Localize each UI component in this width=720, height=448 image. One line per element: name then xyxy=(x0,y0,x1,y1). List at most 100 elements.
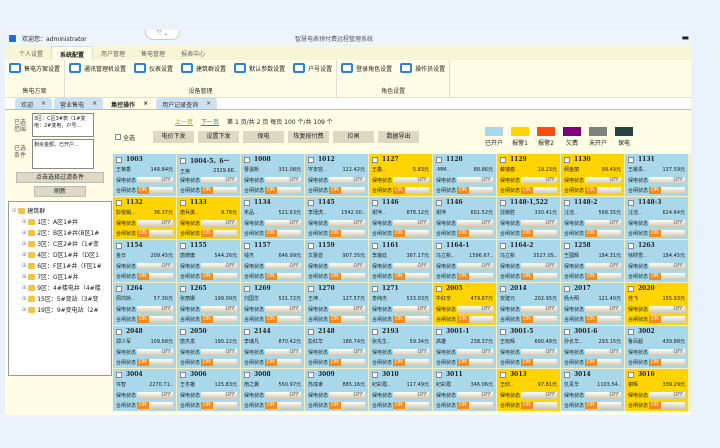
close-icon[interactable]: × xyxy=(92,100,98,107)
switch-toggle[interactable]: ON xyxy=(457,358,493,366)
card-checkbox[interactable] xyxy=(308,371,314,378)
meter-card[interactable]: 1132 彭俊娟.. 36.37元 保电状态 OFF 合闸状态 ON xyxy=(113,197,176,239)
power-toggle[interactable]: OFF xyxy=(265,348,301,356)
menu-tab[interactable]: 个人设置 xyxy=(19,51,44,58)
power-toggle[interactable]: OFF xyxy=(649,348,685,356)
close-icon[interactable]: × xyxy=(206,100,212,107)
switch-toggle[interactable]: ON xyxy=(393,186,429,194)
meter-card[interactable]: 3001-6 孙长华.. 293.15元 保电状态 OFF 合闸状态 ON xyxy=(561,326,624,368)
card-checkbox[interactable] xyxy=(116,242,122,249)
card-checkbox[interactable] xyxy=(500,199,506,206)
card-checkbox[interactable] xyxy=(628,285,634,292)
tree-node[interactable]: ⊞ 6区：F区1#井（F区1# xyxy=(12,260,108,271)
card-checkbox[interactable] xyxy=(628,371,634,378)
card-checkbox[interactable] xyxy=(436,328,442,335)
ribbon-button[interactable]: 操作员设置 xyxy=(400,63,445,73)
card-checkbox[interactable] xyxy=(436,285,442,292)
card-checkbox[interactable] xyxy=(500,285,506,292)
meter-card[interactable]: 3001-1 高雄 238.37元 保电状态 OFF 合闸状态 ON xyxy=(433,326,496,368)
switch-toggle[interactable]: ON xyxy=(521,401,557,409)
card-checkbox[interactable] xyxy=(244,285,250,292)
expand-icon[interactable]: ⊞ xyxy=(22,262,27,269)
power-toggle[interactable]: OFF xyxy=(329,262,365,270)
meter-card[interactable]: 2017 杨大明 121.40元 保电状态 OFF 合闸状态 ON xyxy=(561,283,624,325)
menu-tab[interactable]: 用户管理 xyxy=(101,51,126,58)
card-checkbox[interactable] xyxy=(244,328,250,335)
switch-toggle[interactable]: ON xyxy=(265,186,301,194)
card-checkbox[interactable] xyxy=(180,199,186,206)
expand-icon[interactable]: ⊞ xyxy=(22,240,27,247)
power-toggle[interactable]: OFF xyxy=(521,348,557,356)
switch-toggle[interactable]: ON xyxy=(457,272,493,280)
tree-node[interactable]: ⊞ 2区：B区1#井(B区1# xyxy=(12,227,108,238)
power-toggle[interactable]: OFF xyxy=(649,305,685,313)
switch-toggle[interactable]: ON xyxy=(137,186,173,194)
meter-card[interactable]: 1270 王坤.. 127.57元 保电状态 OFF 合闸状态 ON xyxy=(305,283,368,325)
power-toggle[interactable]: OFF xyxy=(201,391,237,399)
card-checkbox[interactable] xyxy=(308,242,314,249)
card-checkbox[interactable] xyxy=(244,371,250,378)
switch-toggle[interactable]: ON xyxy=(137,401,173,409)
refresh-button[interactable]: 刷新 xyxy=(34,186,86,197)
switch-toggle[interactable]: ON xyxy=(329,358,365,366)
ribbon-button[interactable]: 默认参数设置 xyxy=(234,63,285,73)
power-toggle[interactable]: OFF xyxy=(201,177,237,185)
card-checkbox[interactable] xyxy=(500,371,506,378)
meter-card[interactable]: 1133 唐兵勇.. 9.78元 保电状态 OFF 合闸状态 ON xyxy=(177,197,240,239)
prev-page-link[interactable]: 上一页 xyxy=(175,119,194,126)
power-toggle[interactable]: OFF xyxy=(393,391,429,399)
switch-toggle[interactable]: ON xyxy=(201,401,237,409)
op-button[interactable]: 拉闸 xyxy=(333,131,375,143)
next-page-link[interactable]: 下一页 xyxy=(201,119,220,126)
meter-card[interactable]: 2050 唐杰发 190.22元 保电状态 OFF 合闸状态 ON xyxy=(177,326,240,368)
power-toggle[interactable]: OFF xyxy=(329,305,365,313)
meter-card[interactable]: 2014 安建元 202.95元 保电状态 OFF 合闸状态 ON xyxy=(497,283,560,325)
menu-tab[interactable]: 系统配置 xyxy=(51,46,94,60)
power-toggle[interactable]: OFF xyxy=(137,219,173,227)
switch-toggle[interactable]: ON xyxy=(457,229,493,237)
switch-toggle[interactable]: ON xyxy=(137,229,173,237)
switch-toggle[interactable]: ON xyxy=(137,358,173,366)
power-toggle[interactable]: OFF xyxy=(329,219,365,227)
collapse-ribbon-button[interactable]: ⤧ ⌄ xyxy=(145,30,180,40)
switch-toggle[interactable]: ON xyxy=(393,401,429,409)
switch-toggle[interactable]: ON xyxy=(137,272,173,280)
card-checkbox[interactable] xyxy=(308,328,314,335)
power-toggle[interactable]: OFF xyxy=(585,176,621,184)
card-checkbox[interactable] xyxy=(116,156,122,163)
meter-card[interactable]: 1012 岑安容.. 122.42元 保电状态 OFF 合闸状态 ON xyxy=(305,154,368,196)
switch-toggle[interactable]: ON xyxy=(649,315,685,323)
meter-card[interactable]: 1265 张丽娜 199.09元 保电状态 OFF 合闸状态 ON xyxy=(177,283,240,325)
power-toggle[interactable]: OFF xyxy=(201,262,237,270)
switch-toggle[interactable]: ON xyxy=(393,315,429,323)
op-button[interactable]: 恢复按付费 xyxy=(288,131,330,143)
meter-card[interactable]: 1008 曹温新 331.08元 保电状态 OFF 合闸状态 ON xyxy=(241,154,304,196)
meter-card[interactable]: 3001-5 王晓辉 690.48元 保电状态 OFF 合闸状态 ON xyxy=(497,326,560,368)
switch-toggle[interactable]: ON xyxy=(201,229,237,237)
switch-toggle[interactable]: ON xyxy=(521,315,557,323)
power-toggle[interactable]: OFF xyxy=(393,305,429,313)
card-checkbox[interactable] xyxy=(564,156,570,163)
switch-toggle[interactable]: ON xyxy=(649,186,685,194)
meter-card[interactable]: 2144 李瑞凡 870.42元 保电状态 OFF 合闸状态 ON xyxy=(241,326,304,368)
power-toggle[interactable]: OFF xyxy=(137,176,173,184)
switch-toggle[interactable]: ON xyxy=(329,315,365,323)
tree-node[interactable]: ⊞ 3区：C区2#井（1#变 xyxy=(12,238,108,249)
card-checkbox[interactable] xyxy=(564,328,570,335)
switch-toggle[interactable]: ON xyxy=(521,358,557,366)
meter-card[interactable]: 1148-2 汪洁.. 568.35元 保电状态 OFF 合闸状态 ON xyxy=(561,197,624,239)
switch-toggle[interactable]: ON xyxy=(585,401,621,409)
switch-toggle[interactable]: ON xyxy=(265,401,301,409)
expand-icon[interactable]: ⊞ xyxy=(22,295,27,302)
switch-toggle[interactable]: ON xyxy=(457,186,493,194)
card-checkbox[interactable] xyxy=(628,242,634,249)
meter-card[interactable]: 1264 周鸿娇.. 57.30元 保电状态 OFF 合闸状态 ON xyxy=(113,283,176,325)
card-checkbox[interactable] xyxy=(372,199,378,206)
tree-node[interactable]: ⊞ 1区：A区1#井 xyxy=(12,216,108,227)
doc-tab[interactable]: 用户记录查询 × xyxy=(156,98,218,109)
filter-button[interactable]: 点击选择过滤条件 xyxy=(16,172,104,183)
switch-toggle[interactable]: ON xyxy=(649,358,685,366)
card-checkbox[interactable] xyxy=(116,328,122,335)
switch-toggle[interactable]: ON xyxy=(265,229,301,237)
minimize-button[interactable]: ▬ xyxy=(681,33,689,42)
